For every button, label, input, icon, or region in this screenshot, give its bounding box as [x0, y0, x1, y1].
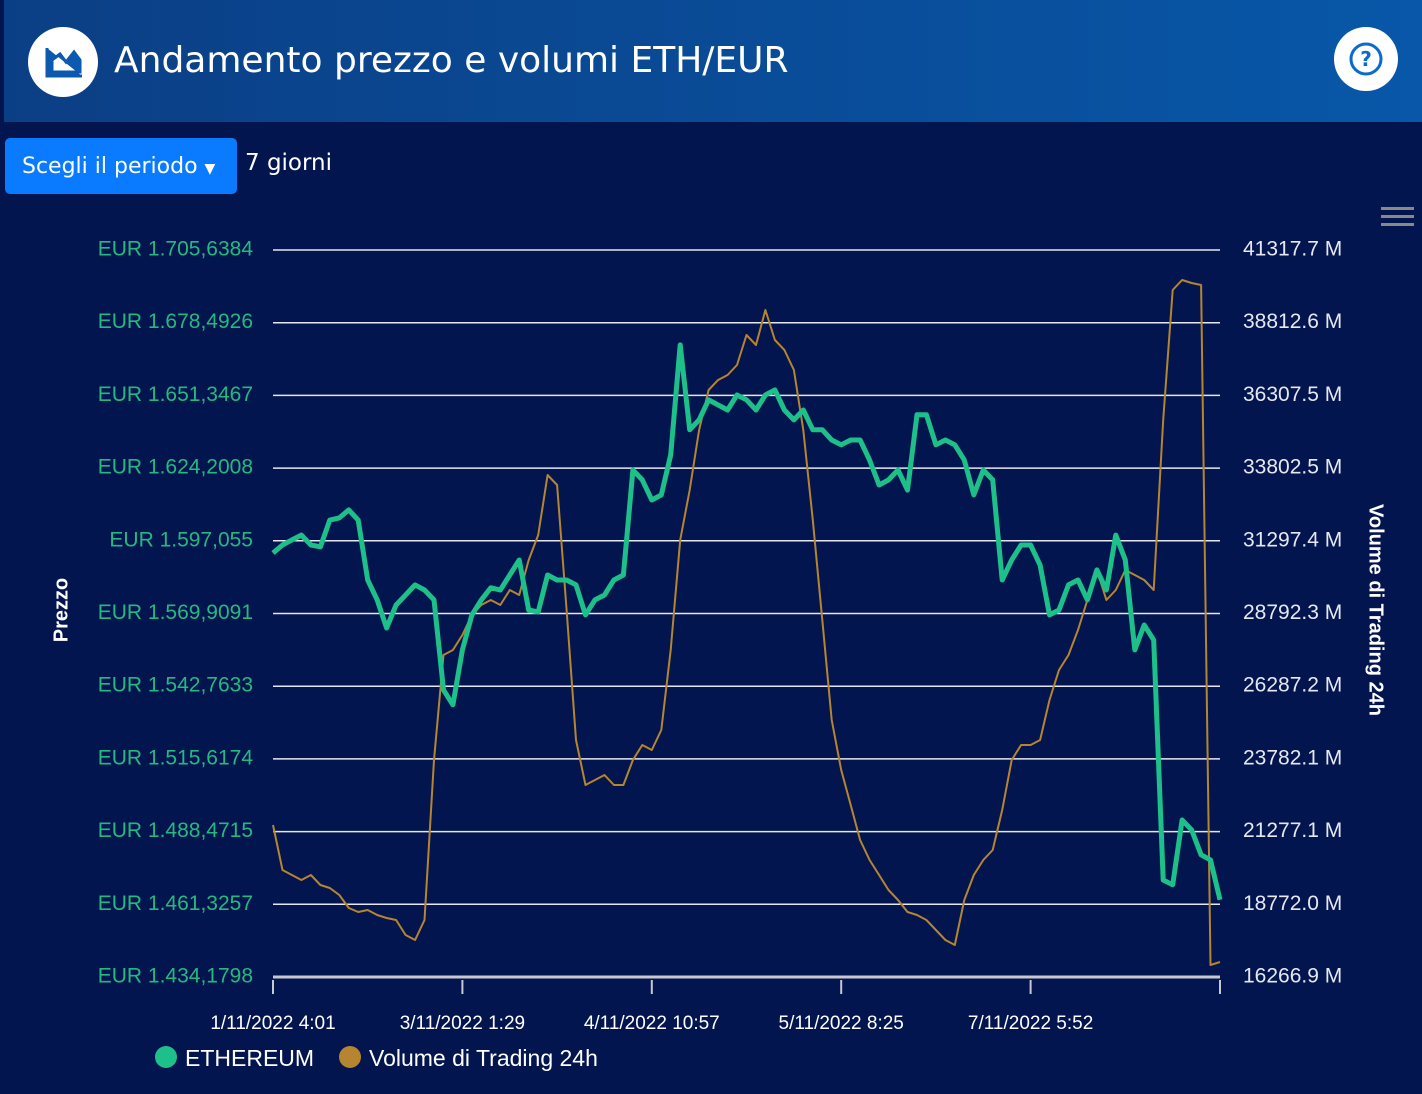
- x-tick-label: 3/11/2022 1:29: [400, 1013, 525, 1034]
- y2-tick-label: 18772.0 M: [1243, 892, 1342, 915]
- y-tick-label: EUR 1.705,6384: [98, 238, 254, 261]
- y-tick-label: EUR 1.651,3467: [98, 383, 253, 406]
- y-tick-label: EUR 1.569,9091: [98, 601, 253, 624]
- header-icons: ?: [28, 27, 1398, 97]
- period-button[interactable]: Scegli il periodo ▼: [5, 138, 237, 194]
- menu-bar: [1381, 207, 1414, 210]
- y-tick-label: EUR 1.488,4715: [98, 819, 253, 842]
- header: ? Andamento prezzo e volumi ETH/EUR: [4, 0, 1422, 122]
- help-ring: [1349, 42, 1383, 76]
- y-tick-label: EUR 1.515,6174: [98, 746, 254, 769]
- menu-bar: [1381, 215, 1414, 218]
- x-tick-label: 1/11/2022 4:01: [210, 1013, 335, 1034]
- y2-tick-label: 38812.6 M: [1243, 310, 1342, 333]
- y2-tick-label: 21277.1 M: [1243, 819, 1342, 842]
- x-tick-label: 4/11/2022 10:57: [584, 1013, 720, 1034]
- y2-tick-label: 31297.4 M: [1243, 528, 1342, 551]
- y-tick-label: EUR 1.624,2008: [98, 456, 253, 479]
- y2-tick-label: 26287.2 M: [1243, 674, 1342, 697]
- series-line: [271, 342, 1223, 901]
- y-tick-label: EUR 1.434,1798: [98, 965, 253, 988]
- legend-label: Volume di Trading 24h: [369, 1045, 598, 1071]
- legend-marker: [339, 1046, 361, 1068]
- menu-icon[interactable]: [1381, 207, 1414, 226]
- help-button[interactable]: [1334, 27, 1398, 91]
- chart-icon: [28, 27, 98, 97]
- y2-tick-label: 41317.7 M: [1243, 238, 1342, 261]
- period-button-label: Scegli il periodo: [22, 154, 198, 179]
- menu-bar: [1381, 223, 1414, 226]
- period-value: 7 giorni: [245, 150, 333, 176]
- help-glyph: ?: [1360, 47, 1372, 71]
- chart-glyph: [45, 48, 82, 78]
- y-tick-label: EUR 1.542,7633: [98, 674, 253, 697]
- y-tick-label: EUR 1.678,4926: [98, 310, 253, 333]
- y-axis-title: Prezzo: [50, 578, 72, 642]
- x-tick-label: 7/11/2022 5:52: [968, 1013, 1093, 1034]
- caret: ▼: [204, 161, 216, 177]
- page-title: Andamento prezzo e volumi ETH/EUR: [114, 40, 789, 81]
- y-tick-label: EUR 1.461,3257: [98, 892, 253, 915]
- y2-tick-label: 36307.5 M: [1243, 383, 1342, 406]
- y2-tick-label: 16266.9 M: [1243, 965, 1342, 988]
- y2-tick-label: 33802.5 M: [1243, 456, 1342, 479]
- y-tick-label: EUR 1.597,055: [109, 528, 253, 551]
- y2-tick-label: 28792.3 M: [1243, 601, 1342, 624]
- legend-label: ETHEREUM: [185, 1045, 314, 1071]
- y2-axis-title: Volume di Trading 24h: [1365, 504, 1387, 716]
- y2-tick-label: 23782.1 M: [1243, 746, 1342, 769]
- x-tick-label: 5/11/2022 8:25: [779, 1013, 904, 1034]
- legend-marker: [155, 1046, 177, 1068]
- series-line: [272, 279, 1221, 966]
